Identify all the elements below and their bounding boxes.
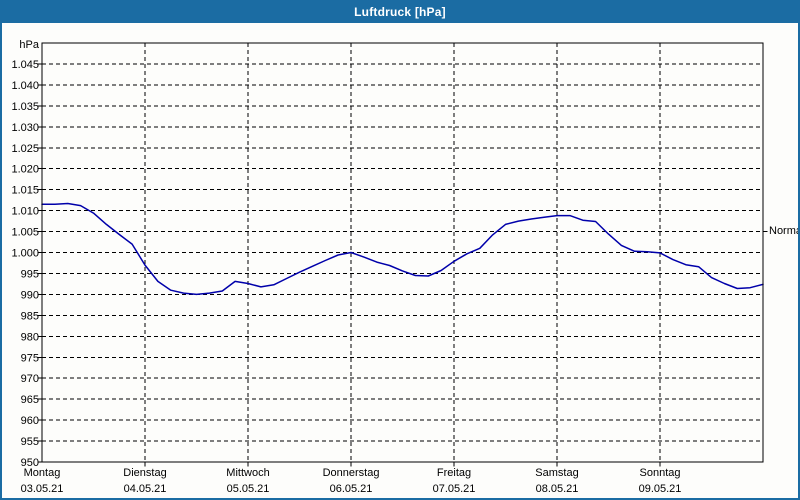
x-axis-day-label: Samstag: [535, 467, 579, 479]
axis-ticks: [37, 63, 768, 467]
y-tick-label: 955: [21, 436, 39, 448]
y-tick-label: 1.010: [11, 206, 39, 218]
plot-frame: [41, 42, 764, 463]
y-axis-unit-label: hPa: [19, 39, 39, 51]
y-tick-label: 950: [21, 457, 39, 469]
y-tick-label: 970: [21, 373, 39, 385]
x-axis-date-label: 04.05.21: [123, 483, 167, 495]
y-tick-label: 1.035: [11, 101, 39, 113]
x-axis-day-label: Sonntag: [639, 467, 681, 479]
x-axis-date-label: 09.05.21: [638, 483, 682, 495]
normal-reference-label: Normal: [769, 225, 798, 237]
x-axis-date-label: 06.05.21: [329, 483, 373, 495]
x-axis-date-label: 08.05.21: [535, 483, 579, 495]
window-title: Luftdruck [hPa]: [354, 5, 446, 19]
y-tick-label: 1.025: [11, 143, 39, 155]
gridlines: [42, 43, 763, 462]
y-tick-labels: 1.045 1.040 1.035 1.030 1.025 1.020 1.015 1.010…: [11, 59, 39, 469]
pressure-line-group: [41, 202, 764, 296]
window-title-bar: Luftdruck [hPa]: [2, 2, 798, 23]
y-tick-label: 990: [21, 289, 39, 301]
x-axis-day-label: Donnerstag: [322, 467, 380, 479]
pressure-line: [41, 202, 764, 296]
y-tick-label: 1.015: [11, 185, 39, 197]
x-axis-date-label: 03.05.21: [20, 483, 64, 495]
y-tick-label: 980: [21, 331, 39, 343]
y-tick-label: 1.005: [11, 227, 39, 239]
y-tick-label: 1.020: [11, 164, 39, 176]
y-tick-label: 975: [21, 352, 39, 364]
y-tick-label: 995: [21, 268, 39, 280]
y-tick-label: 960: [21, 415, 39, 427]
y-tick-label: 1.000: [11, 248, 39, 260]
y-tick-label: 1.040: [11, 80, 39, 92]
y-tick-label: 1.030: [11, 122, 39, 134]
y-tick-label: 985: [21, 310, 39, 322]
y-tick-label: 1.045: [11, 59, 39, 71]
x-axis-day-label: Dienstag: [123, 467, 167, 479]
x-axis-day-label: Freitag: [436, 467, 472, 479]
x-axis-day-label: Mittwoch: [226, 467, 270, 479]
y-tick-label: 965: [21, 394, 39, 406]
x-axis-day-label: Montag: [23, 467, 61, 479]
x-axis-date-label: 05.05.21: [226, 483, 270, 495]
x-axis-date-label: 07.05.21: [432, 483, 476, 495]
